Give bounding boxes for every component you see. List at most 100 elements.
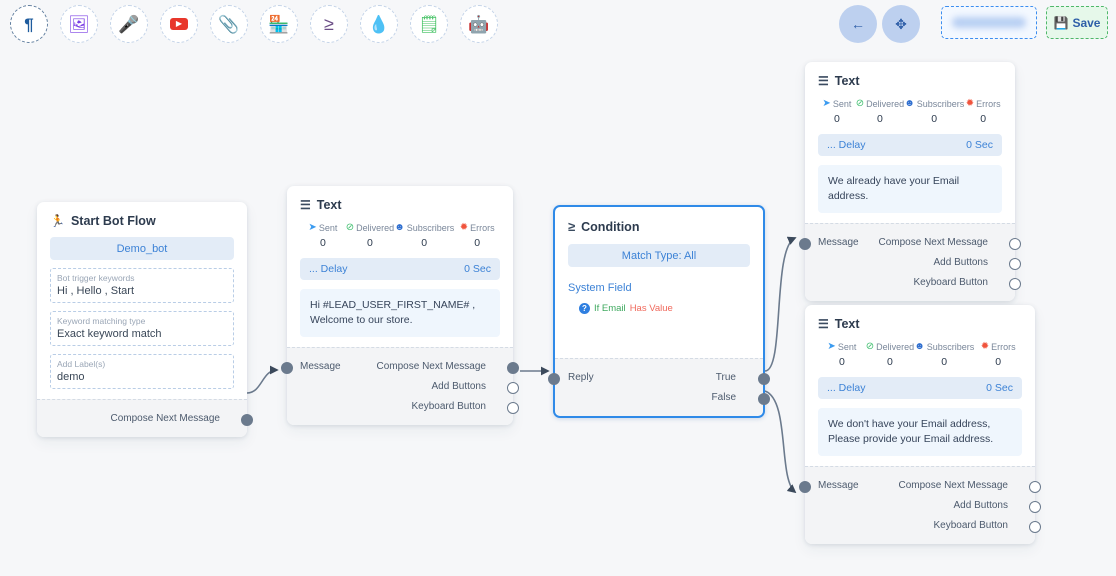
message-bubble[interactable]: We don't have your Email address, Please… [818, 408, 1022, 457]
port-label: True [715, 371, 736, 383]
stats-strip: ➤ Sent 0 ⊘ Delivered 0 ☻ Subscribers 0 ✹ Err… [818, 98, 1002, 126]
note-icon: 🗒 [418, 14, 440, 34]
paragraph-text-tool[interactable]: ¶ [10, 5, 48, 43]
text-node-title: ☰ Text [300, 198, 500, 212]
drop-tool[interactable]: 💧 [360, 5, 398, 43]
field-keyword-matching-type[interactable]: Keyword matching type Exact keyword matc… [50, 311, 234, 346]
delay-value: 0 Sec [464, 263, 491, 275]
stat-label: Errors [991, 342, 1016, 352]
port-row-true[interactable]: Reply True [568, 367, 750, 387]
user-circle-icon: ☻ [904, 98, 915, 109]
condition-tool[interactable]: ≥ [310, 5, 348, 43]
text-lines-icon: ☰ [818, 74, 829, 88]
stat-sent: ➤ Sent 0 [818, 342, 866, 369]
out-port-add-buttons[interactable] [1029, 501, 1041, 514]
port-row-keyboard-button[interactable]: Keyboard Button [818, 515, 1022, 535]
out-port-compose-next-message[interactable] [507, 362, 519, 375]
stat-value: 0 [931, 113, 938, 125]
port-row-false[interactable]: False [568, 387, 750, 407]
expand-arrows-icon: ✥ [895, 15, 907, 32]
port-row-keyboard-button[interactable]: Keyboard Button [300, 396, 500, 416]
image-tool[interactable]: 🖼 [60, 5, 98, 43]
port-row-compose-next-message[interactable]: Message Compose Next Message [818, 475, 1022, 495]
match-type-pill[interactable]: Match Type: All [568, 244, 750, 267]
stat-subscribers: ☻ Subscribers 0 [914, 342, 975, 369]
running-person-icon: 🏃 [50, 214, 65, 228]
field-bot-trigger-keywords[interactable]: Bot trigger keywords Hi , Hello , Start [50, 268, 234, 303]
bug-icon: ✹ [980, 341, 990, 352]
node-text-need-email[interactable]: ☰ Text ➤ Sent 0 ⊘ Delivered 0 ☻ Subscribers… [799, 305, 1041, 545]
node-text-welcome[interactable]: ☰ Text ➤ Sent 0 ⊘ Delivered 0 ☻ Subscribers… [281, 186, 519, 426]
paragraph-icon: ¶ [24, 14, 34, 34]
node-start-bot-flow[interactable]: 🏃 Start Bot Flow Demo_bot Bot trigger ke… [37, 202, 253, 437]
delay-bar[interactable]: ... Delay 0 Sec [818, 134, 1002, 156]
field-add-labels[interactable]: Add Label(s) demo [50, 354, 234, 389]
out-port-compose-next-message[interactable] [241, 414, 253, 426]
question-mark-icon[interactable]: ? [579, 303, 590, 314]
bot-tool[interactable]: 🤖 [460, 5, 498, 43]
out-port-add-buttons[interactable] [507, 382, 519, 395]
check-circle-icon: ⊘ [345, 222, 355, 233]
port-row-compose-next-message[interactable]: Message Compose Next Message [300, 356, 500, 376]
bug-icon: ✹ [459, 222, 469, 233]
audio-tool[interactable]: 🎤 [110, 5, 148, 43]
action-tool[interactable]: 🗒 [410, 5, 448, 43]
out-port-false[interactable] [758, 393, 770, 405]
out-port-true[interactable] [758, 373, 770, 385]
condition-rule-row[interactable]: ? If Email Has Value [579, 303, 750, 314]
start-node-footer: Compose Next Message [37, 399, 253, 437]
stat-label: Subscribers [926, 342, 975, 352]
save-button[interactable]: 💾 Save [1046, 6, 1108, 39]
in-port-message[interactable] [281, 362, 293, 375]
condition-node-title-label: Condition [581, 219, 640, 234]
stat-value: 0 [980, 113, 987, 125]
out-port-add-buttons[interactable] [1009, 258, 1021, 271]
image-icon: 🖼 [68, 14, 90, 34]
node-condition[interactable]: ≥ Condition Match Type: All System Field… [548, 205, 770, 418]
in-port-message[interactable] [799, 481, 811, 494]
node-text-already-have-email[interactable]: ☰ Text ➤ Sent 0 ⊘ Delivered 0 ☻ Subscribers… [799, 62, 1021, 302]
port-row-add-buttons[interactable]: Add Buttons [818, 495, 1022, 515]
stat-delivered: ⊘ Delivered 0 [345, 222, 394, 250]
flow-name-input[interactable] [941, 6, 1037, 39]
back-button[interactable]: ← [839, 5, 877, 43]
condition-operator-text: Has Value [629, 303, 673, 314]
bot-name-pill[interactable]: Demo_bot [50, 237, 234, 260]
out-port-keyboard-button[interactable] [1029, 521, 1041, 534]
out-port-keyboard-button[interactable] [507, 402, 519, 415]
attachment-tool[interactable]: 📎 [210, 5, 248, 43]
port-row-add-buttons[interactable]: Add Buttons [300, 376, 500, 396]
delay-bar[interactable]: ... Delay 0 Sec [818, 377, 1022, 399]
port-row-keyboard-button[interactable]: Keyboard Button [818, 272, 1002, 292]
edge-condition-false-to-text [764, 390, 797, 494]
stat-subscribers: ☻ Subscribers 0 [394, 223, 454, 250]
video-tool[interactable]: ▶ [160, 5, 198, 43]
text-lines-icon: ☰ [300, 198, 311, 212]
delay-label: ... Delay [309, 263, 348, 275]
out-port-compose-next-message[interactable] [1029, 481, 1041, 494]
microphone-icon: 🎤 [118, 14, 140, 34]
delay-bar[interactable]: ... Delay 0 Sec [300, 258, 500, 280]
in-port-label: Message [818, 479, 859, 491]
port-row-compose-next-message[interactable]: Message Compose Next Message [818, 232, 1002, 252]
in-port-message[interactable] [799, 238, 811, 251]
message-bubble[interactable]: We already have your Email address. [818, 165, 1002, 214]
out-port-compose-next-message[interactable] [1009, 238, 1021, 251]
port-row-add-buttons[interactable]: Add Buttons [818, 252, 1002, 272]
text-node-title: ☰ Text [818, 74, 1002, 88]
fit-to-screen-button[interactable]: ✥ [882, 5, 920, 43]
stat-value: 0 [833, 113, 840, 125]
in-port-reply[interactable] [548, 373, 560, 385]
paperclip-icon: 📎 [218, 14, 240, 34]
youtube-icon: ▶ [169, 18, 189, 30]
port-label: Add Buttons [933, 256, 988, 268]
field-value: Exact keyword match [57, 328, 162, 340]
stat-sent: ➤ Sent 0 [818, 99, 856, 126]
field-label: Bot trigger keywords [57, 273, 135, 283]
condition-if-text: If Email [594, 303, 626, 314]
out-port-keyboard-button[interactable] [1009, 278, 1021, 291]
store-tool[interactable]: 🏪 [260, 5, 298, 43]
check-circle-icon: ⊘ [865, 341, 875, 352]
port-row-compose-next-message[interactable]: Compose Next Message [50, 408, 234, 428]
message-bubble[interactable]: Hi #LEAD_USER_FIRST_NAME# , Welcome to o… [300, 289, 500, 338]
